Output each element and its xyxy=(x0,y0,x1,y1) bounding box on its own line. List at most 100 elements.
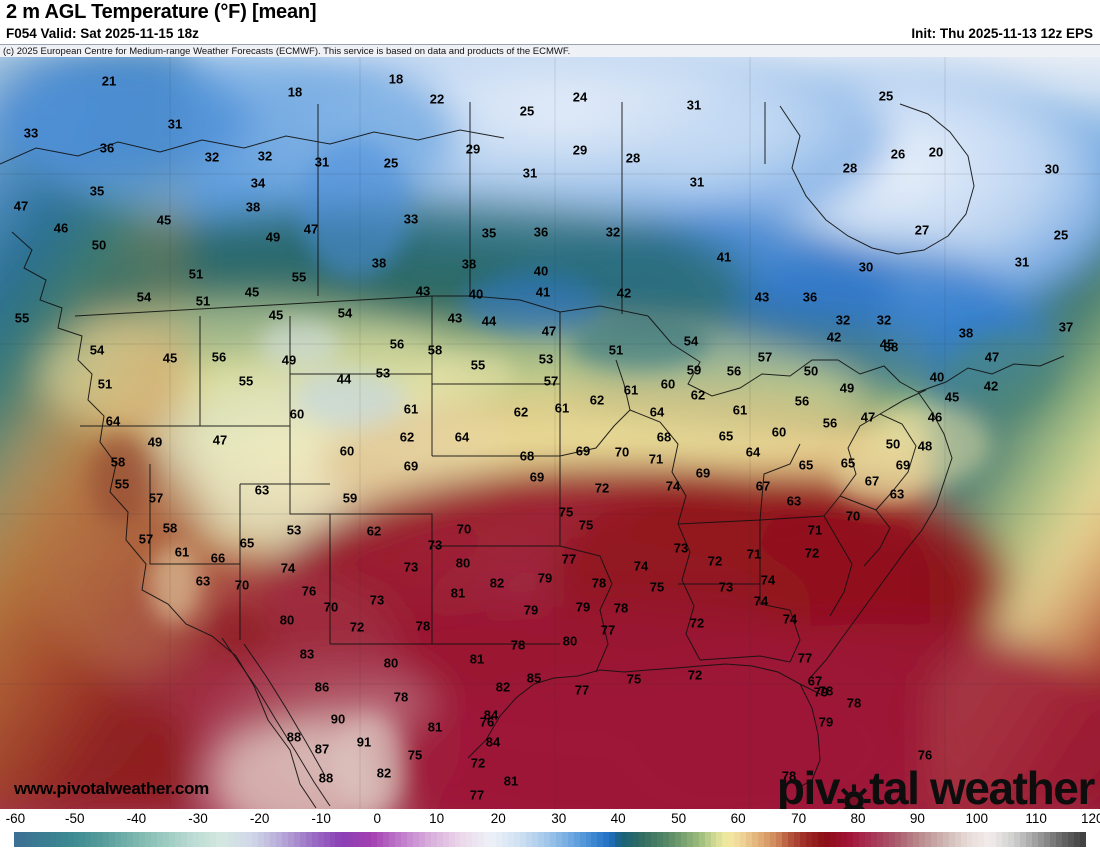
colorbar-cell xyxy=(722,832,729,847)
colorbar-cell xyxy=(162,832,169,847)
colorbar-cell xyxy=(972,832,979,847)
colorbar-cell xyxy=(990,832,997,847)
colorbar-cell xyxy=(627,832,634,847)
colorbar-cell xyxy=(514,832,521,847)
colorbar-tick: 120 xyxy=(1081,811,1100,826)
colorbar-cell xyxy=(293,832,300,847)
colorbar-cell xyxy=(258,832,265,847)
colorbar-cell xyxy=(585,832,592,847)
colorbar-cell xyxy=(776,832,782,847)
colorbar-cell xyxy=(127,832,134,847)
colorbar-cell xyxy=(960,832,967,847)
colorbar-cell xyxy=(865,832,872,847)
colorbar-cell xyxy=(180,832,187,847)
colorbar-tick-labels: -60 -50 -40 -30 -20 -10 0 10 20 30 40 50 60 70 80 90 100… xyxy=(0,809,1100,831)
colorbar-cell xyxy=(174,832,181,847)
colorbar-cell xyxy=(37,832,44,847)
logo-text-part1: piv xyxy=(776,762,841,809)
colorbar-cell xyxy=(877,832,884,847)
colorbar-cell xyxy=(502,832,509,847)
colorbar-cell xyxy=(573,832,580,847)
colorbar-cell xyxy=(67,832,74,847)
gear-sun-icon xyxy=(837,775,871,809)
colorbar-tick: 90 xyxy=(909,811,925,826)
colorbar-cell xyxy=(686,832,693,847)
colorbar-cell xyxy=(859,832,866,847)
colorbar-gradient-strip[interactable] xyxy=(14,832,1086,847)
colorbar-cell xyxy=(704,832,711,847)
colorbar-cell xyxy=(549,832,556,847)
colorbar-cell xyxy=(264,832,270,847)
colorbar-cell xyxy=(168,832,175,847)
colorbar-cell xyxy=(543,832,550,847)
pivotal-weather-logo[interactable]: piv xyxy=(776,761,1095,809)
colorbar-cell xyxy=(918,832,925,847)
colorbar-cell xyxy=(353,832,360,847)
site-url-watermark[interactable]: www.pivotalweather.com xyxy=(14,779,209,798)
colorbar-tick: -30 xyxy=(188,811,208,826)
colorbar-cell xyxy=(889,832,896,847)
colorbar-cell xyxy=(764,832,771,847)
colorbar-cell xyxy=(781,832,788,847)
colorbar-cell xyxy=(49,832,56,847)
colorbar-cell xyxy=(555,832,562,847)
colorbar-cell xyxy=(43,832,50,847)
colorbar-cell xyxy=(19,832,26,847)
colorbar-cell xyxy=(531,832,538,847)
colorbar-cell xyxy=(400,832,407,847)
colorbar-cell xyxy=(192,832,199,847)
colorbar-cell xyxy=(1043,832,1050,847)
colorbar-cell xyxy=(472,832,479,847)
colorbar-cell xyxy=(841,832,848,847)
colorbar-cell xyxy=(734,832,741,847)
colorbar-cell xyxy=(139,832,145,847)
colorbar-cell xyxy=(25,832,32,847)
colorbar-cell xyxy=(996,832,1003,847)
colorbar-cell xyxy=(246,832,253,847)
colorbar-cell xyxy=(109,832,116,847)
colorbar-tick: 110 xyxy=(1025,811,1047,826)
colorbar-cell xyxy=(1026,832,1032,847)
colorbar-cell xyxy=(460,832,467,847)
colorbar-cell xyxy=(204,832,211,847)
map-canvas xyxy=(0,44,1100,809)
colorbar-cell xyxy=(621,832,628,847)
colorbar-cell xyxy=(835,832,842,847)
colorbar-cell xyxy=(305,832,312,847)
colorbar-cell xyxy=(823,832,830,847)
colorbar-cell xyxy=(228,832,235,847)
colorbar-cell xyxy=(466,832,473,847)
colorbar-cell xyxy=(311,832,318,847)
colorbar-cell xyxy=(633,832,640,847)
colorbar-cell xyxy=(567,832,574,847)
colorbar-cell xyxy=(728,832,735,847)
colorbar-cell xyxy=(121,832,128,847)
colorbar-cell xyxy=(430,832,437,847)
colorbar-cell xyxy=(418,832,425,847)
colorbar-cell xyxy=(1002,832,1009,847)
colorbar-cell xyxy=(770,832,776,847)
colorbar-cell xyxy=(79,832,86,847)
colorbar-tick: -40 xyxy=(126,811,147,826)
colorbar[interactable]: -60 -50 -40 -30 -20 -10 0 10 20 30 40 50 60 70 80 90 100… xyxy=(0,809,1100,850)
colorbar-cell xyxy=(61,832,68,847)
chart-header: 2 m AGL Temperature (°F) [mean] F054 Val… xyxy=(0,0,1100,44)
colorbar-cell xyxy=(454,832,461,847)
colorbar-cell xyxy=(156,832,163,847)
valid-time-label: F054 Valid: Sat 2025-11-15 18z xyxy=(6,26,199,41)
temperature-map[interactable]: 21 18 18 22 25 24 31 25 33 31 29 29 28 26 20 30 36 32 32 31… xyxy=(0,44,1100,809)
colorbar-cell xyxy=(799,832,806,847)
colorbar-cell xyxy=(948,832,955,847)
colorbar-cell xyxy=(1061,832,1068,847)
colorbar-cell xyxy=(662,832,669,847)
colorbar-tick: -10 xyxy=(311,811,331,826)
colorbar-cell xyxy=(150,832,157,847)
colorbar-cell xyxy=(222,832,229,847)
temperature-detail-layer xyxy=(90,139,1055,809)
colorbar-tick: 80 xyxy=(850,811,866,826)
colorbar-cell xyxy=(252,832,259,847)
colorbar-cell xyxy=(281,832,288,847)
colorbar-tick: 100 xyxy=(965,811,989,826)
colorbar-cell xyxy=(954,832,961,847)
